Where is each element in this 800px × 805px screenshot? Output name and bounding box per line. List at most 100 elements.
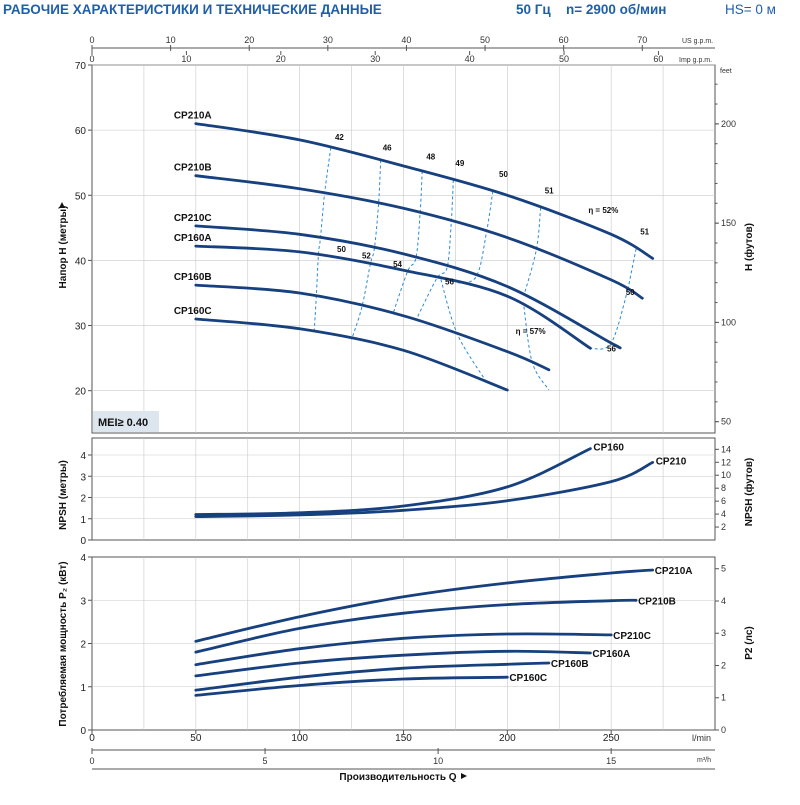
y-right-tick-label: 5	[721, 564, 726, 574]
y-tick-label: 30	[75, 322, 87, 333]
y-tick-label: 1	[80, 515, 86, 526]
npsh-label-cp210: CP210	[656, 456, 687, 467]
efficiency-label: η = 52%	[588, 206, 618, 215]
efficiency-label: 50	[499, 170, 508, 179]
head-curve-cp210a	[194, 122, 655, 260]
y-right-tick-label: 4	[721, 509, 726, 519]
us-gpm-tick-label: 40	[401, 35, 411, 45]
head-curve-cp160a	[194, 244, 592, 350]
us-gpm-tick-label: 0	[89, 35, 94, 45]
imp-gpm-unit: Imp g.p.m.	[679, 57, 712, 64]
head-curve-cp210c	[194, 224, 622, 350]
top-flow-axes: 0 10 20 30 40 50 60 70 US g.p.m. 0 10 20 30 40 50 60 Imp…	[89, 35, 715, 64]
m3h-tick-label: 15	[606, 756, 616, 766]
curve-label-cp160c: CP160C	[174, 306, 212, 317]
x-axis-arrow	[461, 773, 467, 779]
y-right-tick-label: 50	[721, 417, 731, 427]
y-tick-label: 1	[80, 683, 86, 694]
efficiency-label: 50	[626, 288, 635, 297]
efficiency-label: 48	[426, 152, 435, 161]
power-curve-cp210b	[194, 598, 638, 654]
efficiency-iso-line	[313, 147, 332, 332]
power-label-cp160b: CP160B	[551, 659, 589, 670]
efficiency-iso-line	[523, 207, 542, 296]
efficiency-label: 42	[335, 133, 344, 142]
y-right-tick-label: 0	[721, 725, 726, 735]
speed-label: n= 2900 об/мин	[566, 2, 667, 17]
efficiency-label: 50	[337, 245, 346, 254]
efficiency-label: 51	[640, 227, 649, 236]
power-label-cp210b: CP210B	[638, 596, 676, 607]
curve-label-cp210c: CP210C	[174, 213, 212, 224]
curve-label-cp160a: CP160A	[174, 233, 212, 244]
y-tick-label: 2	[80, 640, 86, 651]
efficiency-label: 46	[383, 143, 392, 152]
y-tick-label: 50	[75, 191, 87, 202]
head-y-arrow	[59, 202, 65, 208]
lmin-tick-label: 50	[190, 733, 202, 744]
x-axis-title: Производительность Q	[339, 772, 456, 783]
lmin-unit: l/min	[692, 733, 711, 743]
y-right-tick-label: 4	[721, 596, 726, 606]
power-curve-cp160c	[194, 675, 509, 697]
efficiency-label: 52	[362, 251, 371, 260]
y-right-tick-label: 14	[721, 444, 731, 454]
m3h-unit: m³/h	[697, 757, 711, 764]
m3h-tick-label: 5	[263, 756, 268, 766]
power-label-cp210a: CP210A	[655, 566, 693, 577]
efficiency-label: 49	[455, 159, 464, 168]
y-tick-label: 0	[80, 536, 86, 547]
lmin-tick-label: 250	[603, 733, 620, 744]
power-curve-cp210c	[194, 632, 613, 667]
lmin-tick-label: 100	[291, 733, 308, 744]
efficiency-iso-line	[415, 179, 454, 321]
head-panel: MEI≥ 0.40 20 30 40 50 60 70 50 100 150 200 feet Напо…	[58, 61, 755, 434]
imp-gpm-tick-label: 10	[181, 54, 191, 64]
curve-label-cp210a: CP210A	[174, 111, 212, 122]
head-curve-cp210b	[194, 174, 644, 300]
y-right-tick-label: 1	[721, 693, 726, 703]
head-curve-cp160b	[194, 283, 551, 372]
head-y-right-axis-title: Н (футов)	[743, 223, 755, 271]
y-right-unit: feet	[720, 68, 732, 75]
npsh-label-cp160: CP160	[593, 443, 624, 454]
power-y-axis-title: Потребляемая мощность P₂ (кВт)	[57, 561, 69, 726]
y-right-tick-label: 12	[721, 457, 731, 467]
npsh-y-axis-title: NPSH (метры)	[58, 460, 69, 530]
y-tick-label: 4	[80, 451, 86, 462]
us-gpm-tick-label: 50	[480, 35, 490, 45]
y-tick-label: 2	[80, 494, 86, 505]
lmin-tick-label: 0	[89, 733, 95, 744]
suction-height-label: HS= 0 м	[725, 2, 776, 17]
imp-gpm-tick-label: 20	[276, 54, 286, 64]
us-gpm-tick-label: 60	[559, 35, 569, 45]
m3h-tick-label: 10	[433, 756, 443, 766]
npsh-curve-cp160	[194, 447, 592, 516]
imp-gpm-tick-label: 30	[370, 54, 380, 64]
head-y-axis-title: Напор Н (метры)	[58, 206, 69, 289]
y-tick-label: 3	[80, 472, 86, 483]
y-tick-label: 20	[75, 387, 87, 398]
frequency-label: 50 Гц	[516, 2, 551, 17]
lmin-tick-label: 150	[395, 733, 412, 744]
imp-gpm-tick-label: 0	[89, 54, 94, 64]
imp-gpm-tick-label: 50	[559, 54, 569, 64]
power-curve-cp160a	[194, 649, 592, 678]
power-label-cp210c: CP210C	[613, 631, 651, 642]
power-curve-cp210a	[194, 568, 655, 643]
power-label-cp160c: CP160C	[509, 673, 547, 684]
power-panel: 0 1 2 3 4 0 1 2 3 4 5 Потребляемая мощность P₂ (кВт…	[57, 553, 755, 737]
y-tick-label: 4	[80, 553, 86, 564]
efficiency-iso-line	[351, 160, 382, 340]
us-gpm-tick-label: 30	[323, 35, 333, 45]
y-right-tick-label: 200	[721, 119, 736, 129]
curve-label-cp210b: CP210B	[174, 163, 212, 174]
mei-badge	[93, 411, 159, 432]
mei-label: MEI≥ 0.40	[98, 417, 148, 429]
y-tick-label: 70	[75, 61, 87, 72]
efficiency-label: 56	[607, 345, 616, 354]
bottom-flow-axes: 0 50 100 150 200 250 l/min 0 5 10 15 m³/h Производит…	[89, 730, 715, 783]
